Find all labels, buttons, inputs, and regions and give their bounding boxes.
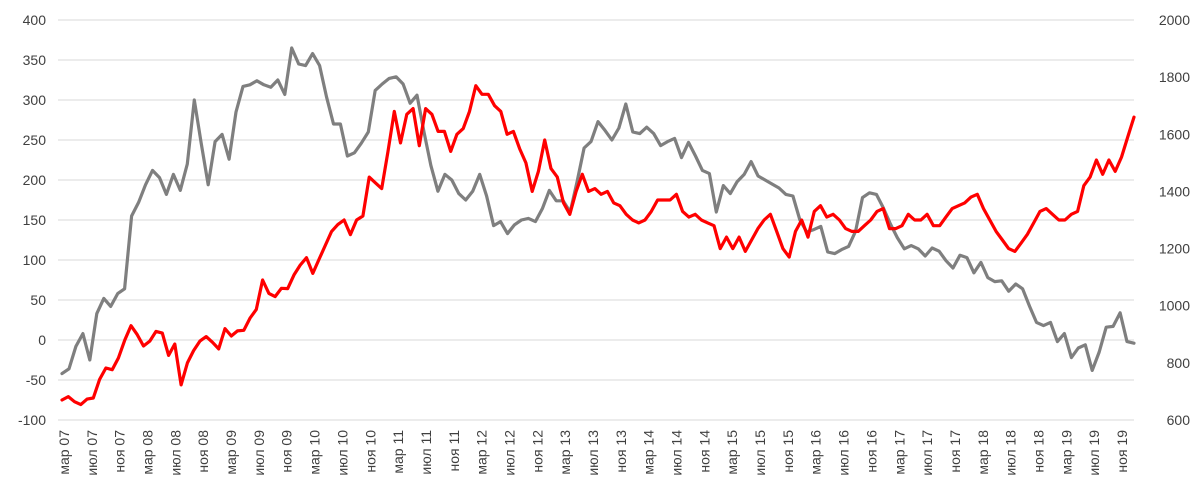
x-tick-label: июл 08 <box>167 430 183 476</box>
right-tick-label: 1400 <box>1159 183 1190 199</box>
x-tick-label: мар 13 <box>557 430 573 475</box>
left-tick-label: 200 <box>23 172 47 188</box>
right-tick-label: 600 <box>1167 412 1191 428</box>
x-tick-label: июл 07 <box>84 430 100 476</box>
x-tick-label: ноя 11 <box>446 430 462 472</box>
x-tick-label: мар 11 <box>390 430 406 474</box>
series-line-red <box>60 84 1136 407</box>
x-tick-label: мар 08 <box>140 430 156 475</box>
left-tick-label: 150 <box>23 212 47 228</box>
x-tick-label: мар 17 <box>891 430 907 475</box>
x-tick-label: июл 12 <box>501 430 517 476</box>
x-tick-label: мар 18 <box>975 430 991 475</box>
left-tick-label: 0 <box>38 332 46 348</box>
gridlines <box>58 19 1134 421</box>
right-tick-label: 1200 <box>1159 241 1190 257</box>
x-tick-label: ноя 19 <box>1114 430 1130 473</box>
x-tick-label: июл 10 <box>334 430 350 476</box>
x-tick-label: ноя 14 <box>696 430 712 473</box>
x-tick-label: ноя 17 <box>947 430 963 473</box>
right-tick-label: 800 <box>1167 355 1191 371</box>
x-tick-label: мар 12 <box>474 430 490 475</box>
x-tick-label: ноя 10 <box>362 430 378 473</box>
x-tick-label: ноя 13 <box>613 430 629 473</box>
x-tick-label: ноя 18 <box>1030 430 1046 473</box>
x-tick-label: ноя 15 <box>780 430 796 473</box>
x-tick-label: мар 14 <box>641 430 657 475</box>
x-axis-ticks: мар 07 июл 07 ноя 07 мар 08 июл 08 ноя 08 мар … <box>56 430 1130 476</box>
left-tick-label: 100 <box>23 252 47 268</box>
x-tick-label: мар 10 <box>307 430 323 475</box>
right-tick-label: 1600 <box>1159 126 1190 142</box>
x-tick-label: июл 09 <box>251 430 267 476</box>
left-tick-label: 50 <box>30 292 46 308</box>
x-tick-label: ноя 12 <box>529 430 545 473</box>
x-tick-label: июл 19 <box>1086 430 1102 476</box>
right-axis-ticks: 600 800 1000 1200 1400 1600 1800 2000 <box>1159 12 1190 428</box>
x-tick-label: июл 14 <box>669 430 685 476</box>
right-tick-label: 2000 <box>1159 12 1190 28</box>
x-tick-label: ноя 07 <box>112 430 128 473</box>
right-tick-label: 1000 <box>1159 298 1190 314</box>
left-tick-label: 300 <box>23 92 47 108</box>
x-tick-label: июл 16 <box>836 430 852 476</box>
left-tick-label: 350 <box>23 52 47 68</box>
right-tick-label: 1800 <box>1159 69 1190 85</box>
x-tick-label: июл 13 <box>585 430 601 476</box>
x-tick-label: июл 15 <box>752 430 768 476</box>
left-tick-label: 250 <box>23 132 47 148</box>
x-tick-label: мар 16 <box>808 430 824 475</box>
x-tick-label: мар 07 <box>56 430 72 475</box>
series-line-gray <box>60 46 1136 376</box>
x-tick-label: ноя 09 <box>279 430 295 473</box>
x-tick-label: мар 09 <box>223 430 239 475</box>
x-tick-label: ноя 16 <box>863 430 879 473</box>
series-lines <box>60 46 1136 407</box>
x-tick-label: мар 19 <box>1058 430 1074 475</box>
x-tick-label: июл 11 <box>418 430 434 475</box>
x-tick-label: ноя 08 <box>195 430 211 473</box>
x-tick-label: июл 18 <box>1003 430 1019 476</box>
x-tick-label: мар 15 <box>724 430 740 475</box>
left-tick-label: -100 <box>18 412 46 428</box>
x-tick-label: июл 17 <box>919 430 935 476</box>
left-axis-ticks: -100 -50 0 50 100 150 200 250 300 350 400 <box>18 12 46 428</box>
left-tick-label: 400 <box>23 12 47 28</box>
left-tick-label: -50 <box>26 372 46 388</box>
